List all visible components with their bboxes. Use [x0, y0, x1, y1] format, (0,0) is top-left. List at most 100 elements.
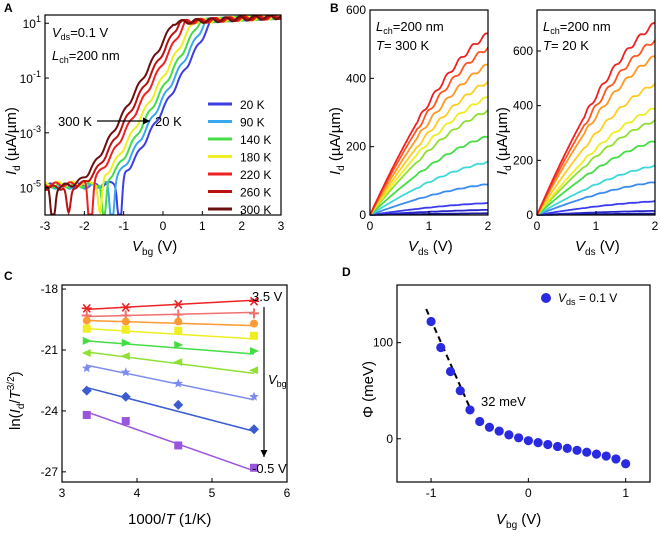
panel-c-xlabel: 1000/T (1/K): [128, 511, 211, 528]
panel-a-xtick-label: -2: [79, 219, 90, 233]
svg-text:Id (µA/µm): Id (µA/µm): [494, 107, 514, 175]
panel-b1-chart: 0 1 2 0 200 400 600 Id (µA/µm) Vds (V) Lch=200…: [327, 3, 492, 258]
b1-curve: [369, 109, 489, 216]
panel-c-marker: [174, 441, 183, 450]
panel-c-fit-line: [86, 386, 255, 432]
panel-c-chart: 3 4 5 6 -18 -21 -24 -27 1000/T (1/K) ln(Id/T3/2…: [6, 282, 291, 528]
svg-text:Id (µA/µm): Id (µA/µm): [327, 107, 347, 175]
panel-d-frame: [396, 284, 651, 483]
panel-a-xtick-label: 3: [278, 219, 285, 233]
svg-text:Vds (V): Vds (V): [408, 238, 453, 258]
b2-curve: [536, 22, 656, 216]
panel-d-ytick-label: 0: [386, 432, 393, 446]
panel-d-point: [523, 436, 533, 446]
panel-b1-lch-label: Lch=200 nm: [376, 19, 444, 36]
b2-curve: [536, 39, 656, 216]
panel-d-point: [611, 454, 621, 464]
b1-curve: [369, 63, 489, 216]
panel-c-marker: [250, 331, 258, 340]
b2-curve: [536, 200, 656, 216]
panel-d-ylabel: Φ (meV): [360, 361, 377, 418]
b2-curve: [536, 140, 656, 216]
svg-text:1000/T (1/K): 1000/T (1/K): [128, 511, 211, 528]
b1-curve: [369, 47, 489, 216]
panel-c-marker: [82, 410, 91, 419]
b1-curve: [369, 96, 489, 216]
panel-a-legend-label: 300 K: [240, 203, 271, 217]
panel-a-chart: -3 -2 -1 0 1 2 3 101 10-1 10-3 10-5 Vbg (V) Id (µA…: [3, 14, 285, 258]
panel-a-xtick-label: 2: [238, 219, 245, 233]
panel-c-ylabel: ln(Id/T3/2): [6, 371, 27, 430]
svg-text:Vds (V): Vds (V): [575, 238, 620, 258]
panel-c-marker: [174, 317, 183, 326]
panel-c-frame: [61, 284, 288, 483]
panel-b1-temp-label: T= 300 K: [376, 38, 429, 53]
panel-d-point: [465, 405, 475, 415]
panel-a-legend-label: 260 K: [240, 186, 271, 200]
panel-c-marker: [250, 347, 259, 356]
panel-c-fit-line: [86, 411, 255, 472]
panel-d-point: [426, 316, 436, 327]
panel-d-annotation: 32 meV: [481, 394, 526, 409]
panel-c-marker: [120, 391, 131, 402]
b2-xtick-label: 2: [652, 219, 659, 233]
panel-c-bottom-label: -0.5 V: [252, 461, 287, 476]
panel-c-ytick-label: -21: [41, 343, 59, 357]
panel-d-xlabel: Vbg (V): [496, 511, 541, 531]
panel-d-point: [514, 433, 524, 443]
panel-a-legend-label: 180 K: [240, 151, 271, 165]
panel-d-point: [475, 416, 485, 427]
b1-ytick-label: 200: [346, 140, 366, 154]
b1-xtick-label: 2: [485, 219, 492, 233]
panel-c-marker: [121, 317, 130, 326]
panel-c-marker: [120, 352, 130, 361]
panel-c-marker: [173, 358, 183, 367]
panel-a-xlabel: Vbg (V): [132, 238, 177, 258]
panel-c-fit-line: [86, 327, 255, 340]
panel-c-marker: [173, 378, 183, 388]
panel-c-fit-line: [86, 340, 255, 355]
panel-b2-temp-label: T= 20 K: [543, 38, 589, 53]
svg-text:Vbg (V): Vbg (V): [496, 511, 541, 531]
panel-a-ytick-label: 10-3: [20, 124, 41, 141]
panel-d-xtick-label: 0: [525, 486, 532, 500]
panel-c-marker: [249, 296, 259, 306]
b2-curve: [536, 82, 656, 216]
panel-c-marker: [81, 385, 92, 396]
b2-ytick-label: 0: [526, 208, 533, 222]
panel-label-d: D: [342, 265, 351, 279]
svg-text:Id (µA/µm): Id (µA/µm): [3, 107, 23, 175]
panel-d-point: [445, 366, 456, 377]
b2-curve: [536, 164, 656, 216]
panel-d-point: [436, 342, 446, 353]
panel-a-legend-label: 140 K: [240, 133, 271, 147]
panel-c-fit-line: [86, 319, 255, 327]
panel-a-ytick-label: 10-1: [20, 69, 41, 86]
panel-c-fit-line: [86, 364, 255, 401]
panel-d-chart: -1 0 1 0 100 Vbg (V) Φ (meV) Vds = 0.1 V 32 …: [360, 284, 651, 531]
panel-a-legend-label: 220 K: [240, 168, 271, 182]
b1-ytick-label: 400: [346, 71, 366, 85]
panel-c-marker: [249, 366, 258, 375]
panel-a-legend-label: 90 K: [240, 116, 265, 130]
b1-ytick-label: 0: [359, 208, 366, 222]
panel-c-fit-line: [86, 351, 255, 375]
b2-xtick-label: 1: [593, 219, 600, 233]
panel-c-top-label: 3.5 V: [252, 289, 283, 304]
panel-d-point: [552, 441, 563, 452]
svg-text:Φ (meV): Φ (meV): [360, 361, 377, 418]
panel-d-point: [591, 449, 602, 459]
panel-d-xtick-label: -1: [426, 486, 437, 500]
panel-d-point: [455, 386, 465, 396]
panel-a-xtick-label: 1: [199, 219, 206, 233]
panel-b1-xlabel: Vds (V): [408, 238, 453, 258]
panel-d-point: [543, 439, 553, 450]
panel-a-xtick-label: -3: [40, 219, 51, 233]
panel-c-marker: [120, 302, 131, 312]
panel-d-point: [533, 438, 543, 448]
panel-c-marker: [250, 463, 258, 472]
panel-a-ytick-label: 10-5: [20, 179, 41, 196]
b2-ytick-label: 200: [513, 153, 533, 167]
panel-d-point: [484, 422, 495, 432]
panel-c-marker: [249, 424, 259, 435]
